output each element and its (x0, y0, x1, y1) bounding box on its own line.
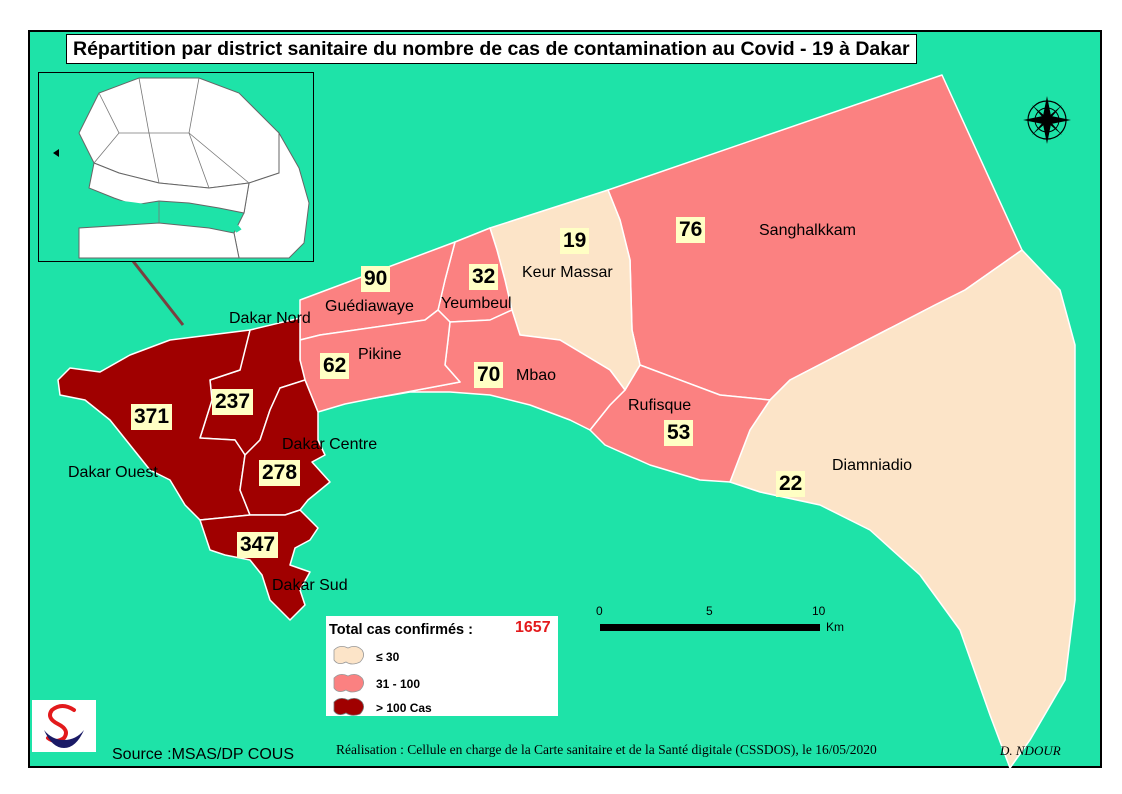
count-guediawaye: 90 (361, 266, 391, 292)
map-title: Répartition par district sanitaire du no… (66, 34, 917, 64)
ministry-logo-icon (32, 700, 96, 752)
count-diamniadio: 22 (776, 471, 806, 497)
label-dakar-nord: Dakar Nord (229, 310, 311, 327)
count-pikine: 62 (320, 353, 350, 379)
label-dakar-ouest: Dakar Ouest (68, 464, 158, 481)
scale-tick-10: 10 (812, 604, 826, 618)
label-sanghalkkam: Sanghalkkam (759, 222, 856, 239)
label-diamniadio: Diamniadio (832, 457, 913, 474)
count-yeumbeul: 32 (469, 264, 499, 290)
legend: Total cas confirmés : 1657 ≤ 30 31 - 100… (326, 616, 558, 716)
district-diamniadio[interactable] (729, 249, 1076, 769)
scale-bar (600, 624, 820, 631)
district-dakar-sud[interactable] (199, 509, 319, 621)
legend-swatch-mid (333, 674, 364, 693)
legend-label-low: ≤ 30 (376, 650, 400, 664)
inset-dakar-marker-icon (53, 149, 59, 157)
author-text: D. NDOUR (1000, 743, 1061, 758)
count-dakar-nord: 237 (212, 389, 254, 415)
label-dakar-centre: Dakar Centre (282, 436, 378, 453)
label-pikine: Pikine (358, 346, 402, 363)
label-guediawaye: Guédiawaye (325, 298, 414, 315)
legend-title: Total cas confirmés : (329, 622, 473, 638)
compass-rose-icon (1023, 96, 1071, 144)
credit-text: Réalisation : Cellule en charge de la Ca… (336, 742, 877, 757)
label-yeumbeul: Yeumbeul (441, 295, 512, 312)
count-dakar-sud: 347 (237, 532, 279, 558)
count-sanghalkkam: 76 (676, 217, 706, 243)
inset-senegal-south (78, 222, 240, 259)
count-keur-massar: 19 (560, 228, 590, 254)
inset-map (38, 72, 314, 262)
legend-label-high: > 100 Cas (376, 701, 432, 715)
source-text: Source :MSAS/DP COUS (112, 746, 294, 763)
scale-unit: Km (826, 620, 844, 634)
legend-total: 1657 (515, 619, 551, 636)
count-dakar-ouest: 371 (131, 404, 173, 430)
count-rufisque: 53 (664, 420, 694, 446)
legend-label-mid: 31 - 100 (376, 677, 421, 691)
label-dakar-sud: Dakar Sud (272, 577, 348, 594)
count-mbao: 70 (474, 362, 504, 388)
legend-swatch-low (333, 646, 364, 665)
scale-tick-5: 5 (706, 604, 713, 618)
legend-swatch-high (333, 698, 364, 716)
label-keur-massar: Keur Massar (522, 264, 613, 281)
count-dakar-centre: 278 (259, 460, 301, 486)
label-mbao: Mbao (516, 367, 557, 384)
label-rufisque: Rufisque (628, 397, 692, 414)
inset-gambia-river (86, 198, 242, 233)
scale-tick-0: 0 (596, 604, 603, 618)
